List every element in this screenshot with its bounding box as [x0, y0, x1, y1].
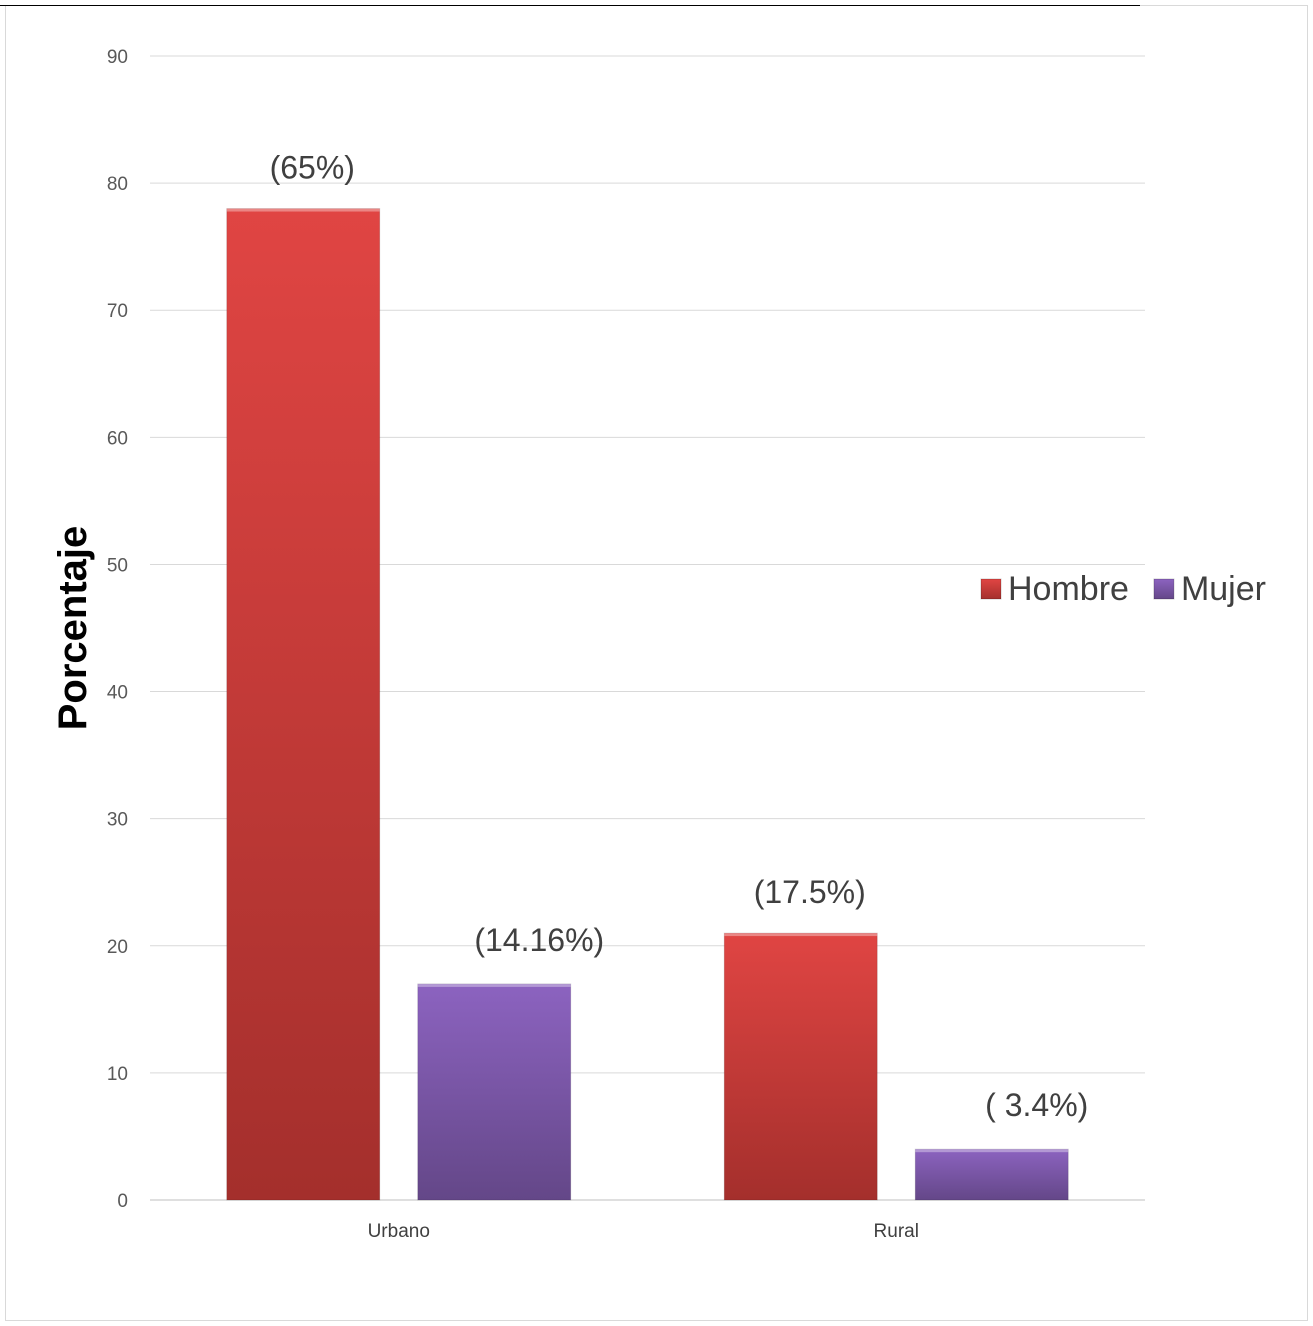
data-label-hombre-urbano: (65%): [270, 150, 355, 186]
bars: [226, 208, 1069, 1201]
y-tick-label-20: 20: [107, 937, 128, 958]
x-axis-categories: Urbano Rural: [368, 1221, 919, 1242]
chart-frame: [5, 5, 1308, 1321]
bar-hombre-urbano: [226, 208, 381, 1201]
data-label-mujer-urbano: (14.16%): [474, 922, 604, 958]
y-tick-label-90: 90: [107, 47, 128, 68]
y-axis-ticks: 0 10 20 30 40 50 60 70 80 90: [107, 47, 128, 1212]
y-tick-label-80: 80: [107, 174, 128, 195]
legend-label-hombre: Hombre: [1008, 570, 1129, 608]
y-tick-label-40: 40: [107, 683, 128, 704]
data-label-mujer-rural: ( 3.4%): [985, 1087, 1088, 1123]
y-tick-label-10: 10: [107, 1064, 128, 1085]
y-axis-title: Porcentaje: [51, 526, 95, 731]
legend-swatch-hombre: [980, 578, 1002, 600]
bar-highlight-mujer-urbano: [417, 983, 571, 987]
bar-highlight-mujer-rural: [915, 1149, 1069, 1153]
bar-mujer-urbano: [417, 983, 572, 1201]
bar-highlight-hombre-urbano: [226, 208, 380, 212]
legend: Hombre Mujer: [980, 570, 1266, 608]
y-tick-label-60: 60: [107, 428, 128, 449]
x-category-label-rural: Rural: [874, 1221, 919, 1242]
legend-swatch-mujer: [1153, 578, 1175, 600]
data-label-hombre-rural: (17.5%): [754, 874, 866, 910]
data-labels: (65%) (14.16%) (17.5%) ( 3.4%): [270, 150, 1089, 1124]
legend-label-mujer: Mujer: [1181, 570, 1266, 608]
y-tick-label-70: 70: [107, 301, 128, 322]
y-tick-label-30: 30: [107, 810, 128, 831]
bar-mujer-rural: [914, 1148, 1069, 1201]
bar-hombre-rural: [723, 932, 878, 1201]
y-tick-label-0: 0: [117, 1191, 128, 1212]
x-category-label-urbano: Urbano: [368, 1221, 430, 1242]
y-tick-label-50: 50: [107, 555, 128, 576]
bar-highlight-hombre-rural: [724, 933, 878, 937]
top-rule: [0, 5, 1140, 6]
